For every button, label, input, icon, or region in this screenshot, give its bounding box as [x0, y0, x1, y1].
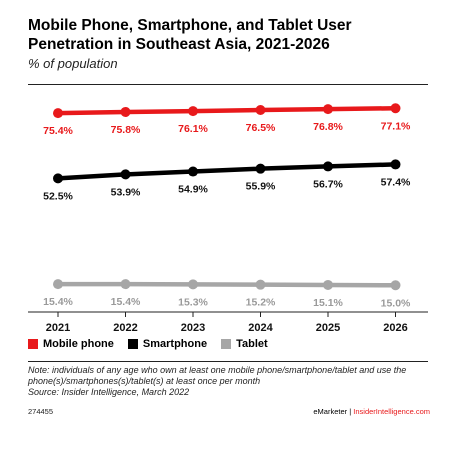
data-point-tablet	[255, 279, 266, 290]
legend-label-mobile-phone: Mobile phone	[43, 338, 114, 350]
data-label-smartphone: 56.7%	[313, 178, 343, 190]
line-chart: 2021 2022 2023 2024 2025 2026 75.4% 75.8% 76.1% 7…	[28, 103, 428, 334]
source-text: Source: Insider Intelligence, March 2022	[28, 387, 190, 397]
data-point-smartphone	[120, 169, 131, 180]
legend-swatch-smartphone	[127, 339, 138, 349]
data-label-tablet: 15.4%	[43, 296, 73, 308]
series-line-tablet	[58, 281, 396, 288]
brand-separator: |	[349, 407, 352, 416]
data-point-smartphone	[390, 159, 401, 170]
series-line-mobile-phone	[57, 106, 396, 116]
legend-swatch-mobile-phone	[28, 339, 38, 349]
legend: Mobile phone Smartphone Tablet	[28, 338, 268, 350]
data-point-smartphone	[53, 173, 63, 184]
data-point-mobile-phone	[120, 106, 131, 117]
data-label-mobile-phone: 76.5%	[246, 122, 276, 134]
legend-label-smartphone: Smartphone	[142, 338, 208, 350]
note-divider	[28, 361, 428, 362]
note-text: Note: individuals of any age who own at …	[28, 365, 407, 386]
data-point-mobile-phone	[188, 106, 198, 117]
data-label-mobile-phone: 75.4%	[43, 125, 73, 137]
brand-insider-intelligence: InsiderIntelligence.com	[353, 407, 430, 416]
legend-item-smartphone: Smartphone	[127, 338, 208, 350]
data-label-mobile-phone: 76.1%	[178, 123, 208, 135]
x-tick-label: 2021	[46, 322, 70, 334]
data-label-smartphone: 52.5%	[43, 190, 73, 202]
chart-title: Mobile Phone, Smartphone, and Tablet Use…	[28, 17, 352, 53]
data-point-smartphone	[255, 163, 266, 174]
data-label-smartphone: 53.9%	[111, 186, 141, 198]
data-point-mobile-phone	[323, 104, 333, 115]
series-line-smartphone	[57, 162, 396, 181]
legend-item-tablet: Tablet	[221, 338, 268, 350]
x-tick-label: 2026	[383, 322, 407, 334]
data-label-smartphone: 57.4%	[381, 176, 411, 188]
note-block: Note: individuals of any age who own at …	[28, 365, 430, 398]
data-label-tablet: 15.1%	[313, 297, 343, 309]
x-tick-label: 2022	[113, 322, 137, 334]
data-label-tablet: 15.0%	[381, 297, 411, 309]
data-point-mobile-phone	[390, 103, 401, 114]
data-label-tablet: 15.4%	[111, 296, 141, 308]
x-tick-label: 2024	[248, 322, 273, 334]
top-divider	[28, 84, 428, 85]
data-label-mobile-phone: 75.8%	[111, 124, 141, 136]
legend-swatch-tablet	[221, 339, 232, 349]
data-point-tablet	[120, 279, 131, 290]
data-point-tablet	[323, 279, 333, 290]
data-label-smartphone: 55.9%	[246, 181, 276, 193]
data-point-mobile-phone	[53, 108, 63, 119]
data-point-tablet	[53, 279, 63, 290]
data-point-mobile-phone	[255, 104, 266, 115]
data-point-tablet	[188, 279, 198, 290]
legend-item-mobile-phone: Mobile phone	[28, 338, 114, 350]
footer-brand: eMarketer | InsiderIntelligence.com	[313, 407, 430, 416]
chart-id: 274455	[28, 407, 54, 416]
legend-label-tablet: Tablet	[236, 338, 268, 350]
data-label-tablet: 15.2%	[246, 297, 276, 309]
data-point-smartphone	[323, 161, 333, 172]
data-label-mobile-phone: 77.1%	[381, 120, 411, 132]
data-label-smartphone: 54.9%	[178, 184, 208, 196]
chart-subtitle: % of population	[28, 56, 118, 71]
x-tick-label: 2023	[181, 322, 205, 334]
data-label-tablet: 15.3%	[178, 296, 208, 308]
data-point-smartphone	[188, 166, 198, 177]
brand-emarketer: eMarketer	[313, 407, 348, 416]
x-tick-label: 2025	[316, 322, 340, 334]
data-point-tablet	[390, 280, 401, 291]
data-label-mobile-phone: 76.8%	[313, 121, 343, 133]
